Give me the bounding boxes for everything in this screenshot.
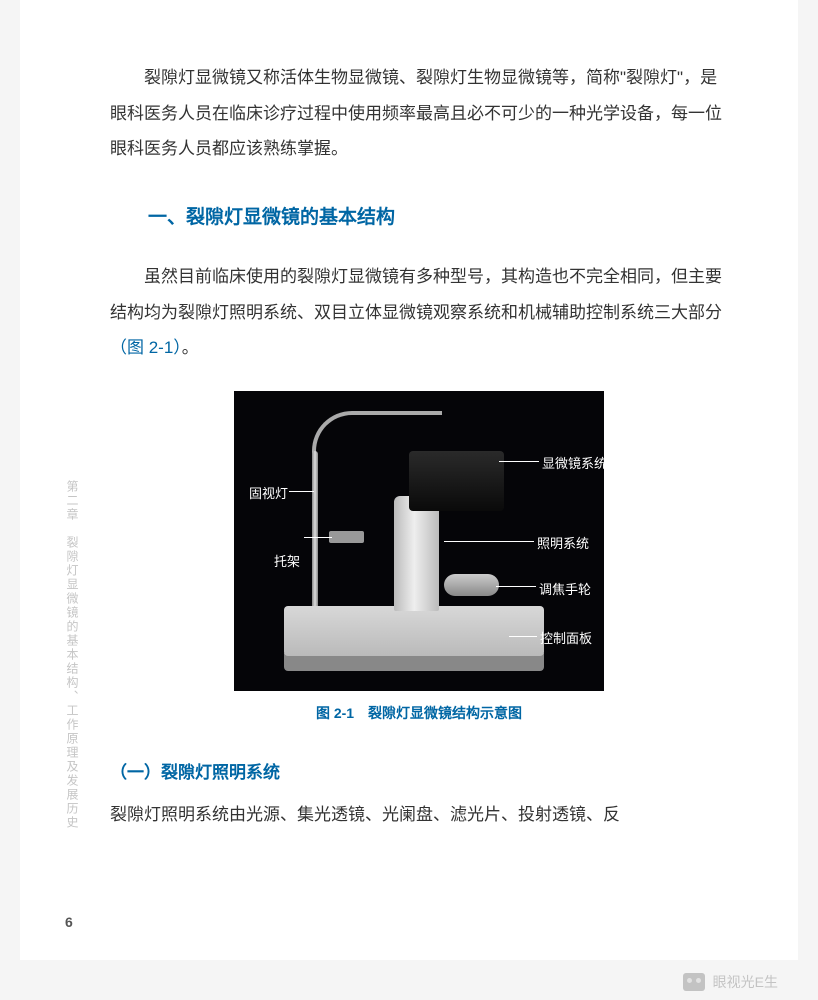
- label-illumination: 照明系统: [537, 533, 589, 552]
- label-line: [289, 491, 314, 492]
- body-text-pre: 虽然目前临床使用的裂隙灯显微镜有多种型号，其构造也不完全相同，但主要结构均为裂隙…: [110, 267, 722, 322]
- document-page: 裂隙灯显微镜又称活体生物显微镜、裂隙灯生物显微镜等，简称"裂隙灯"，是眼科医务人…: [20, 0, 798, 960]
- label-microscope: 显微镜系统: [542, 453, 604, 472]
- label-line: [304, 537, 332, 538]
- label-bracket: 托架: [274, 551, 300, 570]
- device-bracket: [329, 531, 364, 543]
- body-text-post: 。: [182, 338, 199, 357]
- label-focus-wheel: 调焦手轮: [539, 579, 591, 598]
- watermark: 眼视光E生: [683, 972, 778, 992]
- label-line: [499, 461, 539, 462]
- label-line: [444, 541, 534, 542]
- watermark-text: 眼视光E生: [713, 972, 778, 992]
- figure-container: 显微镜系统 固视灯 托架 照明系统 调焦手轮 控制面板 图 2-1 裂隙灯显微镜…: [110, 391, 728, 723]
- page-number: 6: [65, 914, 73, 930]
- intro-paragraph: 裂隙灯显微镜又称活体生物显微镜、裂隙灯生物显微镜等，简称"裂隙灯"，是眼科医务人…: [110, 60, 728, 167]
- device-wheel: [444, 574, 499, 596]
- figure-reference: （图 2-1）: [110, 338, 182, 357]
- label-line: [509, 636, 537, 637]
- label-fixation: 固视灯: [249, 483, 288, 502]
- subsection-text: 裂隙灯照明系统由光源、集光透镜、光阑盘、滤光片、投射透镜、反: [110, 797, 728, 833]
- body-paragraph: 虽然目前临床使用的裂隙灯显微镜有多种型号，其构造也不完全相同，但主要结构均为裂隙…: [110, 259, 728, 366]
- figure-image: 显微镜系统 固视灯 托架 照明系统 调焦手轮 控制面板: [234, 391, 604, 691]
- figure-caption: 图 2-1 裂隙灯显微镜结构示意图: [316, 703, 522, 723]
- device-base: [284, 606, 544, 656]
- label-control-panel: 控制面板: [540, 628, 592, 647]
- wechat-icon: [683, 973, 705, 991]
- side-chapter-label: 第二章 裂隙灯显微镜的基本结构、工作原理及发展历史: [65, 480, 81, 830]
- device-column: [394, 496, 439, 611]
- device-head: [409, 451, 504, 511]
- section-title: 一、裂隙灯显微镜的基本结构: [148, 202, 728, 229]
- subsection-title: （一）裂隙灯照明系统: [110, 758, 728, 783]
- label-line: [496, 586, 536, 587]
- device-arm-top: [312, 411, 442, 456]
